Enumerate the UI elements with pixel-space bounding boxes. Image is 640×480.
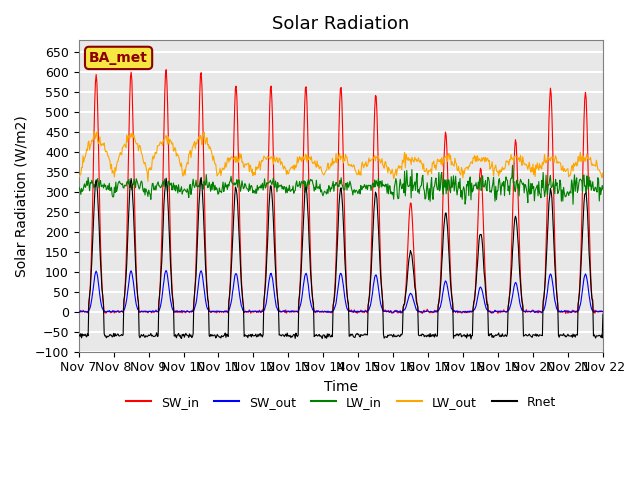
Y-axis label: Solar Radiation (W/m2): Solar Radiation (W/m2)	[15, 115, 29, 276]
X-axis label: Time: Time	[324, 380, 358, 394]
Text: BA_met: BA_met	[89, 51, 148, 65]
Title: Solar Radiation: Solar Radiation	[272, 15, 410, 33]
Legend: SW_in, SW_out, LW_in, LW_out, Rnet: SW_in, SW_out, LW_in, LW_out, Rnet	[121, 391, 561, 414]
